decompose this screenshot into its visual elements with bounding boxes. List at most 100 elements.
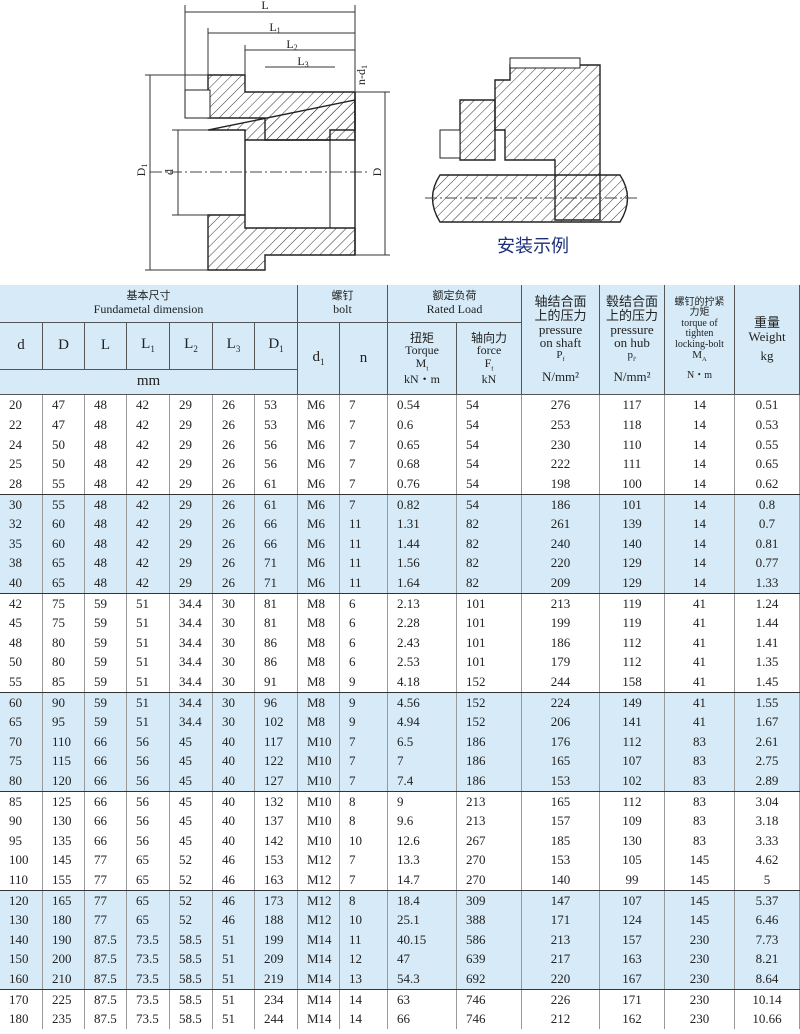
table-cell: 42 (127, 533, 170, 554)
table-cell: 53 (255, 414, 298, 435)
header-right: 螺钉的拧紧 力矩 torque of tighten locking-bolt MA N・m (665, 285, 735, 395)
table-cell: 45 (170, 792, 213, 812)
table-cell: 48 (85, 434, 127, 455)
table-cell: 224 (522, 693, 600, 713)
table-cell: M8 (298, 711, 340, 732)
table-cell: 140 (522, 870, 600, 890)
table-cell: 230 (665, 969, 735, 989)
label-base: L (141, 336, 151, 353)
table-cell: 118 (600, 414, 665, 435)
table-cell: 77 (85, 891, 127, 911)
table-cell: 14 (665, 474, 735, 494)
table-cell: 213 (522, 929, 600, 950)
table-cell: 1.35 (735, 652, 800, 673)
table-cell: 26 (213, 395, 255, 415)
table-cell: 14 (665, 414, 735, 435)
table-cell: 11 (340, 553, 388, 574)
table-cell: 1.55 (735, 693, 800, 713)
table-cell: 220 (522, 553, 600, 574)
table-cell: 56 (127, 810, 170, 831)
table-cell: 199 (522, 612, 600, 633)
label-base: L (269, 20, 276, 34)
table-cell: 9 (340, 693, 388, 713)
table-cell: 50 (0, 652, 43, 673)
table-row: 25 50 48 42 29 26 56 M6 7 0.68 54 222 111 14 0.65 (0, 454, 800, 475)
table-cell: M10 (298, 771, 340, 791)
table-cell: 1.44 (735, 612, 800, 633)
table-cell: 30 (213, 711, 255, 732)
label-sub: 1 (277, 26, 281, 35)
table-cell: 244 (522, 672, 600, 692)
table-cell: 1.44 (388, 533, 457, 554)
header-symbol: Ft (485, 357, 494, 373)
table-cell: 73.5 (127, 969, 170, 989)
table-cell: 6 (340, 632, 388, 653)
table-cell: 59 (85, 711, 127, 732)
header-zh: 毂结合面 (605, 294, 658, 310)
header-zh: 扭矩 (409, 330, 434, 345)
table-cell: M10 (298, 751, 340, 772)
header-zh: 重量 (753, 315, 780, 331)
table-cell: 163 (600, 949, 665, 970)
table-cell: 34.4 (170, 594, 213, 614)
table-cell: 109 (600, 810, 665, 831)
table-cell: 30 (213, 632, 255, 653)
table-cell: 152 (457, 693, 522, 713)
table-cell: M14 (298, 1008, 340, 1029)
table-cell: 73.5 (127, 990, 170, 1010)
table-row: 160 210 87.5 73.5 58.5 51 219 M14 13 54.3 692 220 16… (0, 969, 800, 989)
table-cell: 309 (457, 891, 522, 911)
table-cell: 29 (170, 454, 213, 475)
table-cell: 41 (665, 612, 735, 633)
label-base: D (134, 167, 148, 176)
table-cell: 48 (85, 573, 127, 593)
table-cell: 52 (170, 850, 213, 871)
table-cell: 48 (85, 414, 127, 435)
table-cell: 54 (457, 454, 522, 475)
table-cell: 47 (43, 395, 85, 415)
label-sub: 1 (150, 344, 155, 355)
label-sub: 1 (140, 164, 149, 168)
table-cell: 0.7 (735, 513, 800, 534)
label-sub: f' (633, 356, 637, 364)
table-cell: 200 (43, 949, 85, 970)
label-sub: t (491, 364, 494, 373)
table-cell: 66 (255, 533, 298, 554)
table-cell: 14 (665, 513, 735, 534)
dimension-label: L2 (286, 37, 297, 52)
table-cell: 58.5 (170, 969, 213, 989)
table-cell: 100 (600, 474, 665, 494)
label-sub: 2 (294, 43, 298, 52)
table-cell: 29 (170, 474, 213, 494)
header-symbol: Mt (416, 357, 429, 373)
table-cell: 153 (255, 850, 298, 871)
table-cell: 29 (170, 414, 213, 435)
table-cell: 4.94 (388, 711, 457, 732)
header-symbol: d (17, 337, 25, 354)
table-cell: 14 (665, 395, 735, 415)
table-cell: 52 (170, 891, 213, 911)
table-cell: 9 (340, 672, 388, 692)
header-unit-text: N/mm² (541, 369, 580, 385)
table-cell: M14 (298, 990, 340, 1010)
table-cell: 145 (665, 891, 735, 911)
table-cell: 5 (735, 870, 800, 890)
table-cell: 117 (600, 395, 665, 415)
table-cell: 66 (85, 771, 127, 791)
table-cell: 129 (600, 573, 665, 593)
table-cell: 217 (522, 949, 600, 970)
table-cell: 52 (170, 909, 213, 930)
table-cell: 42 (127, 513, 170, 534)
table-cell: M12 (298, 850, 340, 871)
table-cell: 48 (85, 474, 127, 494)
table-cell: 47 (388, 949, 457, 970)
table-cell: 46 (213, 850, 255, 871)
table-cell: 66 (85, 810, 127, 831)
table-cell: 100 (0, 850, 43, 871)
table-row: 28 55 48 42 29 26 61 M6 7 0.76 54 198 100 14 0.62 (0, 474, 800, 494)
table-cell: 56 (255, 434, 298, 455)
header-en: on shaft (539, 335, 582, 351)
table-cell: 270 (457, 850, 522, 871)
table-cell: 25.1 (388, 909, 457, 930)
